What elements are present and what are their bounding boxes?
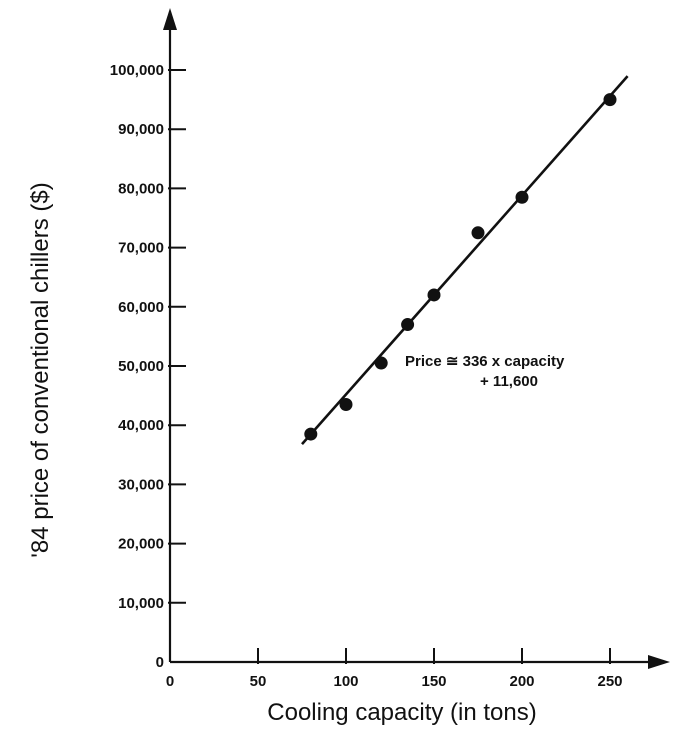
data-point [471,226,485,240]
y-tick-label: 100,000 [110,62,164,79]
fit-line [301,75,629,446]
y-axis [163,8,177,662]
y-tick-label: 50,000 [118,358,164,375]
y-tick-label: 60,000 [118,299,164,316]
annotation-equation: Price ≅ 336 x capacity [405,353,565,370]
y-tick-label: 80,000 [118,180,164,197]
data-point [339,397,353,411]
data-point [304,427,318,441]
x-tick-label: 200 [509,673,534,690]
y-tick-label: 90,000 [118,121,164,138]
x-tick-label: 50 [250,673,267,690]
y-axis-arrowhead [163,8,177,30]
x-axis [170,655,670,669]
data-point [515,190,529,204]
data-point [374,356,388,370]
y-axis-title: '84 price of conventional chillers ($) [27,182,54,557]
y-tick-label: 40,000 [118,417,164,434]
x-tick-label: 150 [421,673,446,690]
x-axis-arrowhead [648,655,670,669]
y-tick-label: 70,000 [118,240,164,257]
y-tick-label: 0 [156,654,164,671]
x-ticks: 0 50 100 150 200 250 [166,648,623,690]
data-point [401,318,415,332]
x-axis-title: Cooling capacity (in tons) [267,699,536,726]
x-tick-label: 250 [597,673,622,690]
x-tick-label: 100 [333,673,358,690]
y-ticks: 0 10,000 20,000 30,000 40,000 50,000 60,000 70,… [110,62,186,671]
data-points [304,93,617,441]
x-tick-label: 0 [166,673,174,690]
y-tick-label: 30,000 [118,476,164,493]
data-point [427,288,441,302]
y-tick-label: 10,000 [118,595,164,612]
annotation-intercept: + 11,600 [480,373,538,390]
data-point [603,93,617,107]
y-tick-label: 20,000 [118,536,164,553]
